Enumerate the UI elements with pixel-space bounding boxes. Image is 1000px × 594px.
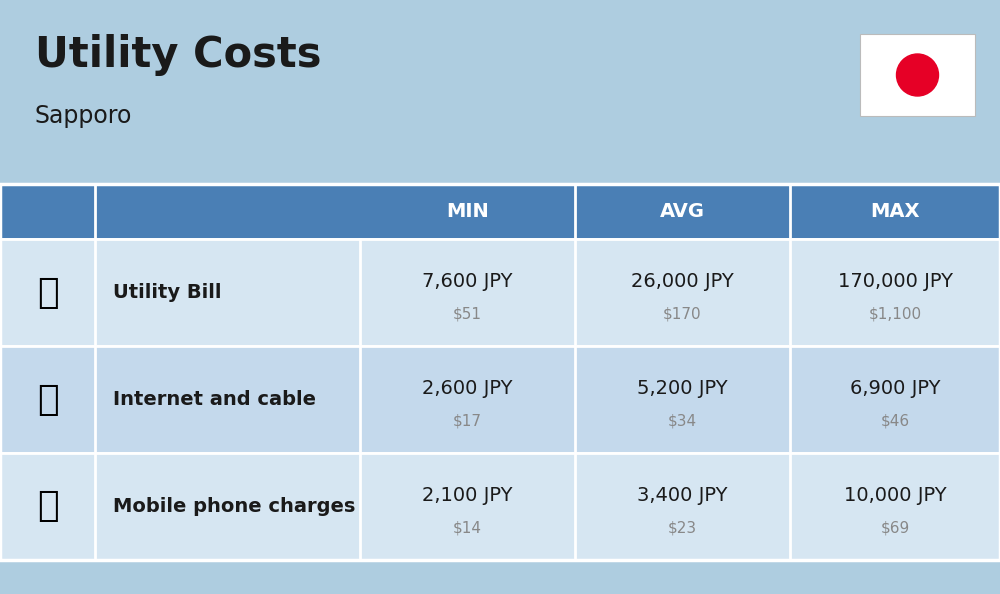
Text: $170: $170 [663,307,702,321]
Text: $1,100: $1,100 [868,307,922,321]
Text: 2,100 JPY: 2,100 JPY [422,486,513,505]
Text: MAX: MAX [870,202,920,221]
Text: $46: $46 [880,413,910,428]
Text: AVG: AVG [660,202,705,221]
Text: 📡: 📡 [37,383,58,416]
Text: $23: $23 [668,520,697,535]
Text: Utility Bill: Utility Bill [113,283,222,302]
Text: Mobile phone charges: Mobile phone charges [113,497,355,516]
Text: 2,600 JPY: 2,600 JPY [422,380,513,399]
Text: Sapporo: Sapporo [35,104,132,128]
FancyBboxPatch shape [0,453,1000,560]
Text: 7,600 JPY: 7,600 JPY [422,272,513,291]
Text: $17: $17 [453,413,482,428]
Text: 5,200 JPY: 5,200 JPY [637,380,728,399]
Text: 📱: 📱 [37,489,58,523]
Text: 6,900 JPY: 6,900 JPY [850,380,940,399]
FancyBboxPatch shape [0,346,1000,453]
Text: 10,000 JPY: 10,000 JPY [844,486,946,505]
Text: MIN: MIN [446,202,489,221]
Text: $69: $69 [880,520,910,535]
Text: $34: $34 [668,413,697,428]
Text: 🔧: 🔧 [37,276,58,309]
Text: Internet and cable: Internet and cable [113,390,316,409]
FancyBboxPatch shape [0,184,1000,239]
Circle shape [896,54,938,96]
Text: $51: $51 [453,307,482,321]
Text: 3,400 JPY: 3,400 JPY [637,486,728,505]
Text: 26,000 JPY: 26,000 JPY [631,272,734,291]
Text: $14: $14 [453,520,482,535]
Text: Utility Costs: Utility Costs [35,34,322,76]
FancyBboxPatch shape [0,239,1000,346]
FancyBboxPatch shape [860,34,975,116]
Text: 170,000 JPY: 170,000 JPY [838,272,953,291]
